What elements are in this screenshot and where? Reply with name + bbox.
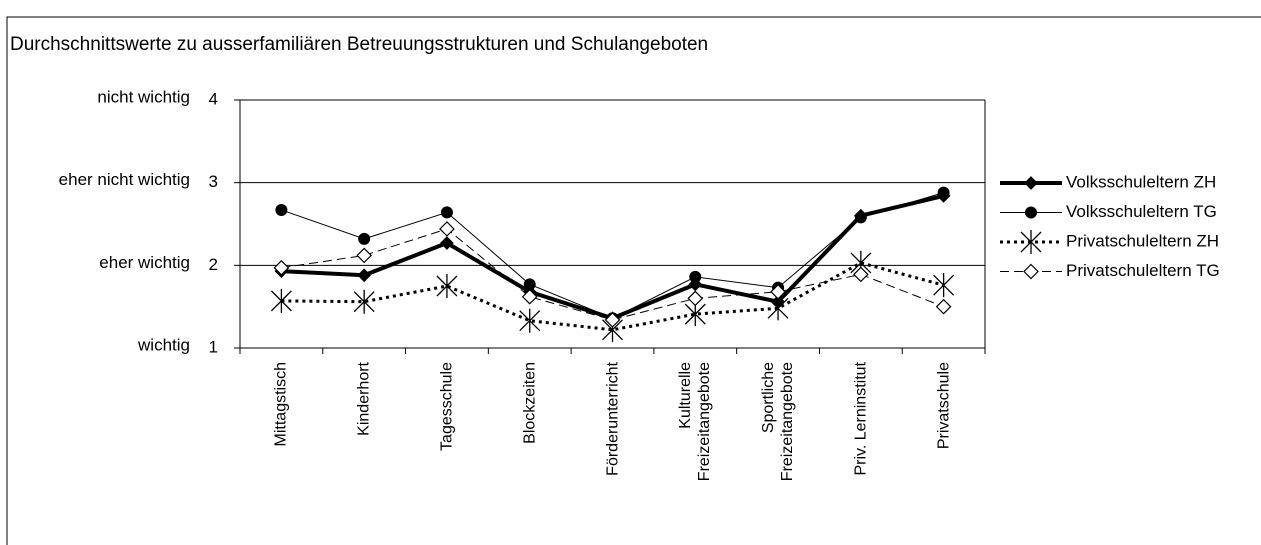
chart-title: Durchschnittswerte zu ausserfamiliären B… — [10, 34, 708, 55]
marker — [1020, 230, 1042, 254]
y-tick-name: eher wichtig — [99, 253, 190, 272]
marker — [770, 283, 786, 300]
marker — [1023, 263, 1039, 280]
y-tick-name: eher nicht wichtig — [59, 170, 190, 189]
marker — [521, 288, 538, 305]
x-tick-label: Förderunterricht — [604, 362, 621, 476]
marker — [767, 296, 789, 321]
marker — [1024, 176, 1038, 190]
marker — [270, 288, 292, 313]
x-tick-label: Privatschule — [935, 362, 953, 450]
y-tick-name: wichtig — [137, 335, 190, 354]
frame — [6, 16, 1261, 545]
marker — [353, 289, 375, 314]
marker — [440, 236, 454, 250]
marker — [854, 211, 867, 224]
legend-label: Privatschuleltern ZH — [1066, 231, 1219, 250]
marker — [275, 203, 288, 216]
x-tick-label: Blockzeiten — [521, 362, 539, 444]
y-tick-label: 1 — [209, 337, 218, 356]
series-line — [281, 228, 944, 321]
x-tick-label: Kulturelle Freizeitangebote — [677, 362, 714, 482]
x-tick-label: Priv. Lerninstitut — [852, 362, 870, 476]
y-tick-label: 2 — [209, 255, 218, 274]
marker — [689, 270, 702, 283]
x-tick-label: Kinderhort — [355, 362, 373, 436]
x-tick-label: Mittagstisch — [272, 362, 290, 447]
marker — [440, 206, 453, 219]
x-tick-label: Tagesschule — [438, 362, 456, 451]
marker — [519, 308, 541, 333]
marker — [1025, 206, 1037, 219]
marker — [436, 274, 458, 298]
marker — [687, 290, 704, 307]
marker — [852, 266, 869, 283]
marker — [935, 298, 952, 315]
marker — [357, 268, 372, 283]
y-tick-name: nicht wichtig — [97, 87, 190, 106]
marker — [523, 278, 536, 291]
marker — [604, 312, 621, 328]
x-tick-label: Sportliche Freizeitangebote — [760, 362, 797, 482]
y-tick-label: 3 — [209, 172, 218, 191]
y-tick-label: 4 — [209, 89, 218, 108]
marker — [356, 247, 373, 264]
legend-label: Volksschuleltern TG — [1066, 202, 1217, 221]
legend-label: Volksschuleltern ZH — [1066, 172, 1216, 191]
marker — [933, 273, 955, 298]
legend-label: Privatschuleltern TG — [1066, 261, 1220, 280]
marker — [273, 259, 290, 276]
marker — [439, 221, 455, 237]
marker — [937, 186, 950, 199]
marker — [358, 232, 371, 245]
